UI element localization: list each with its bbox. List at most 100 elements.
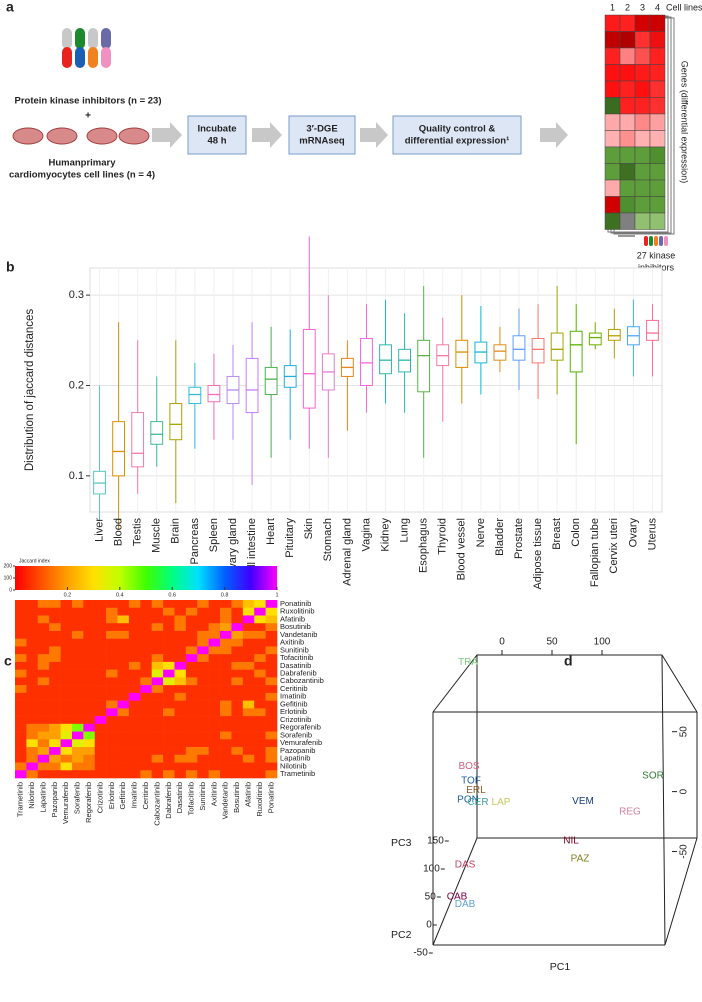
heatmap-cell [266, 770, 278, 778]
heatmap-cell [209, 755, 221, 763]
columns-label: Cell lines [666, 2, 702, 12]
heatmap-cell [231, 685, 243, 693]
heatmap-cell [220, 747, 232, 755]
heatmap-cell [129, 724, 141, 732]
x-tick-label: Cervix uteri [608, 518, 620, 574]
heatmap-cell [243, 631, 255, 639]
heatmap-cell [15, 654, 27, 662]
y-tick-label: -50 [679, 844, 690, 859]
heatmap-cell [140, 646, 152, 654]
step-label: 48 h [207, 136, 226, 147]
heatmap-cell [266, 701, 278, 709]
heatmap-cell [118, 732, 130, 740]
heatmap-cell [209, 631, 221, 639]
heatmap-cell [38, 685, 50, 693]
heatmap-cell [83, 662, 95, 670]
heatmap-cell [95, 693, 107, 701]
heatmap-cell [129, 662, 141, 670]
heatmap-cell [49, 685, 61, 693]
schematic-cell [620, 164, 635, 181]
heatmap-cell [243, 677, 255, 685]
heatmap-cell [174, 662, 186, 670]
heatmap-cell [266, 708, 278, 716]
heatmap-cell [95, 662, 107, 670]
heatmap-cell [95, 747, 107, 755]
heatmap-cell [231, 747, 243, 755]
heatmap-cell [197, 677, 209, 685]
drugs-label: Protein kinase inhibitors (n = 23) [14, 96, 161, 107]
heatmap-cell [15, 763, 27, 771]
heatmap-cell [174, 708, 186, 716]
heatmap-cell [72, 770, 84, 778]
heatmap-cell [15, 755, 27, 763]
box [456, 340, 468, 367]
heatmap-cell [15, 701, 27, 709]
heatmap-cell [118, 623, 130, 631]
heatmap-cell [163, 639, 175, 647]
heatmap-cell [152, 654, 164, 662]
rows-label: Genes (differential expression) [680, 61, 690, 183]
heatmap-cell [26, 724, 38, 732]
heatmap-cell [220, 770, 232, 778]
heatmap-cell [254, 608, 266, 616]
heatmap-cell [174, 755, 186, 763]
heatmap-cell [174, 670, 186, 678]
heatmap-cell [152, 724, 164, 732]
heatmap-cell [118, 693, 130, 701]
heatmap-cell [49, 701, 61, 709]
heatmap-cell [186, 763, 198, 771]
x-tick-label: 50 [546, 637, 558, 648]
heatmap-cell [163, 623, 175, 631]
heatmap-cell [186, 623, 198, 631]
heatmap-cell [243, 708, 255, 716]
heatmap-cell [152, 708, 164, 716]
column-label: Ceritinib [141, 782, 150, 810]
heatmap-cell [197, 739, 209, 747]
heatmap-cell [220, 639, 232, 647]
heatmap-cell [186, 724, 198, 732]
box [361, 338, 373, 385]
heatmap-cell [186, 747, 198, 755]
heatmap-cell [220, 716, 232, 724]
heatmap-cell [61, 631, 73, 639]
panel-label: c [4, 653, 12, 669]
cells-label: cardiomyocytes cell lines (n = 4) [9, 170, 155, 181]
heatmap-cell [186, 670, 198, 678]
heatmap-cell [118, 600, 130, 608]
heatmap-cell [197, 701, 209, 709]
schematic-cell [635, 32, 650, 49]
heatmap-cell [209, 739, 221, 747]
schematic-cell [620, 98, 635, 115]
heatmap-cell [95, 701, 107, 709]
heatmap-cell [163, 654, 175, 662]
heatmap-cell [174, 693, 186, 701]
schematic-cell [635, 81, 650, 98]
box [551, 333, 563, 360]
heatmap-cell [83, 755, 95, 763]
heatmap-cell [220, 646, 232, 654]
heatmap-cell [106, 670, 118, 678]
heatmap-cell [163, 615, 175, 623]
heatmap-cell [254, 701, 266, 709]
heatmap-cell [106, 600, 118, 608]
heatmap-cell [49, 755, 61, 763]
heatmap-cell [15, 747, 27, 755]
heatmap-cell [26, 755, 38, 763]
schematic-cell [605, 131, 620, 148]
heatmap-cell [197, 623, 209, 631]
step-label: Incubate [197, 124, 236, 135]
heatmap-cell [254, 732, 266, 740]
heatmap-cell [220, 654, 232, 662]
schematic-cell [605, 15, 620, 32]
heatmap-cell [243, 755, 255, 763]
hist-tick-label: 0 [9, 587, 12, 593]
heatmap-cell [38, 670, 50, 678]
heatmap-cell [163, 677, 175, 685]
step-label: 3′-DGE [306, 124, 337, 135]
heatmap-cell [231, 677, 243, 685]
heatmap-cell [209, 701, 221, 709]
x-tick-label: Fallopian tube [589, 518, 601, 587]
heatmap-cell [163, 732, 175, 740]
heatmap-cell [197, 770, 209, 778]
heatmap-cell [61, 646, 73, 654]
